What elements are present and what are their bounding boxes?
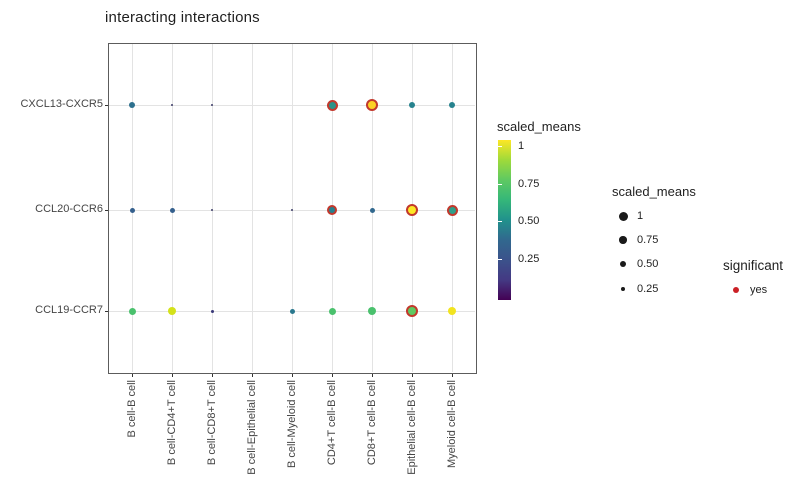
x-axis-label: B cell-CD8+T cell [206, 380, 218, 466]
data-point [446, 204, 458, 216]
x-axis-label: Epithelial cell-B cell [406, 380, 418, 475]
x-axis-tick [292, 374, 293, 377]
data-point [448, 307, 456, 315]
data-point [406, 305, 418, 317]
x-axis-label: Myeloid cell-B cell [446, 380, 458, 469]
x-axis-tick [452, 374, 453, 377]
size-legend-dot [620, 261, 626, 267]
colorbar-tick [498, 184, 502, 185]
data-point [129, 102, 135, 108]
data-point [327, 205, 337, 215]
data-point [366, 99, 378, 111]
data-point [171, 104, 173, 106]
colorbar-title: scaled_means [497, 119, 581, 134]
data-point [291, 209, 293, 211]
y-axis-label: CCL19-CCR7 [35, 304, 103, 316]
x-axis-label: B cell-Epithelial cell [246, 380, 258, 475]
data-point [449, 102, 455, 108]
significant-yes-dot [733, 287, 739, 293]
colorbar-gradient [498, 140, 511, 300]
vertical-gridline [292, 44, 293, 372]
colorbar-tick-label: 0.75 [518, 178, 540, 190]
x-axis-tick [132, 374, 133, 377]
significant-yes-label: yes [750, 284, 768, 296]
data-point [326, 99, 338, 111]
x-axis-tick [252, 374, 253, 377]
data-point [406, 204, 418, 216]
data-point [368, 307, 376, 315]
significant-legend-title: significant [723, 258, 784, 273]
data-point [369, 207, 375, 213]
y-axis-tick [105, 210, 108, 211]
data-point [211, 209, 213, 211]
data-point [211, 104, 213, 106]
colorbar-tick-label: 1 [518, 140, 525, 152]
size-legend-label: 1 [637, 210, 644, 222]
data-point [129, 207, 135, 213]
x-axis-tick [372, 374, 373, 377]
x-axis-label: B cell-CD4+T cell [166, 380, 178, 466]
data-point [328, 307, 336, 315]
data-point [128, 307, 136, 315]
y-axis-tick [105, 105, 108, 106]
size-legend-dot [618, 211, 628, 221]
size-legend-dot [619, 236, 627, 244]
x-axis-tick [412, 374, 413, 377]
colorbar-tick-label: 0.50 [518, 215, 540, 227]
vertical-gridline [252, 44, 253, 372]
colorbar-tick [498, 221, 502, 222]
data-point [210, 309, 214, 313]
size-legend-label: 0.50 [637, 258, 659, 270]
x-axis-tick [332, 374, 333, 377]
size-legend-dot [620, 286, 626, 292]
x-axis-label: B cell-B cell [126, 380, 138, 438]
y-axis-tick [105, 311, 108, 312]
size-legend-label: 0.25 [637, 283, 659, 295]
x-axis-label: B cell-Myeloid cell [286, 380, 298, 469]
y-axis-label: CCL20-CCR6 [35, 203, 103, 215]
data-point [169, 207, 175, 213]
colorbar-tick-label: 0.25 [518, 253, 540, 265]
x-axis-label: CD4+T cell-B cell [326, 380, 338, 466]
colorbar-tick [498, 146, 502, 147]
x-axis-tick [212, 374, 213, 377]
size-legend-label: 0.75 [637, 234, 659, 246]
horizontal-gridline [109, 105, 475, 106]
vertical-gridline [212, 44, 213, 372]
x-axis-tick [172, 374, 173, 377]
data-point [168, 307, 176, 315]
plot-panel [108, 43, 477, 374]
x-axis-label: CD8+T cell-B cell [366, 380, 378, 466]
data-point [289, 308, 295, 314]
data-point [409, 102, 415, 108]
chart-title: interacting interactions [105, 9, 260, 26]
y-axis-label: CXCL13-CXCR5 [20, 98, 103, 110]
size-legend-title: scaled_means [612, 184, 696, 199]
colorbar-tick [498, 259, 502, 260]
